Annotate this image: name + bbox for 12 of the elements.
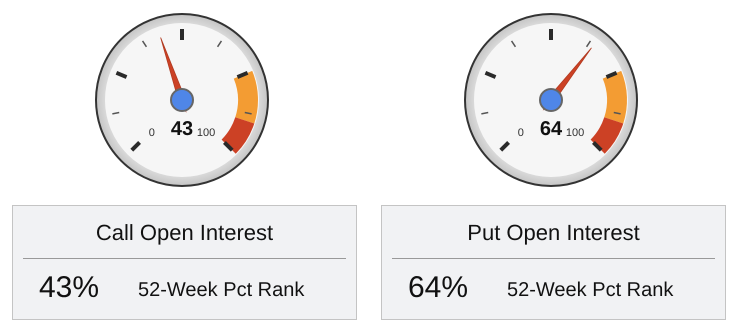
data-label: 64	[540, 118, 563, 140]
text: Call Open Interest	[23, 206, 346, 259]
text: 100	[566, 127, 584, 140]
text: 100	[196, 127, 216, 140]
text: 43%	[39, 271, 100, 305]
text: 52-Week Pct Rank	[138, 279, 304, 302]
text: 0	[518, 127, 524, 140]
text: 52-Week Pct Rank	[507, 279, 674, 302]
text: 0	[148, 127, 155, 140]
text: Put Open Interest	[392, 206, 715, 259]
text: 64%	[408, 271, 468, 305]
data-label: 43	[170, 118, 194, 140]
